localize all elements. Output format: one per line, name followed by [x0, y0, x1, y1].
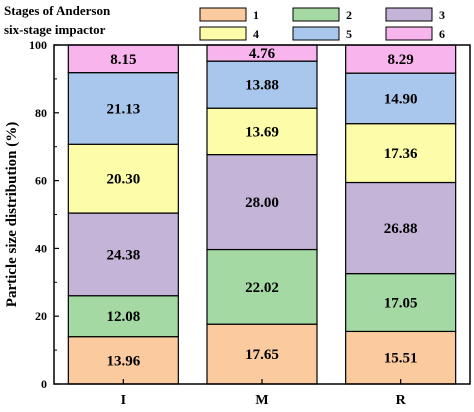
data-label-M-stage-1: 17.65 [245, 347, 279, 363]
legend-swatch-stage-6 [385, 26, 433, 41]
y-tick-label: 100 [29, 38, 47, 52]
legend-swatch-stage-2 [292, 7, 340, 22]
segment-labels: 13.96 12.08 24.38 20.30 21.13 8.15 17.65 22.02 2… [106, 46, 418, 369]
legend-swatch-stage-5 [292, 26, 340, 41]
bar-segment-I-stage-1 [67, 336, 179, 385]
data-label-R-stage-2: 17.05 [384, 296, 418, 312]
legend-label-stage-4: 4 [253, 27, 259, 41]
data-label-I-stage-5: 21.13 [106, 101, 140, 117]
bar-segment-R-stage-3 [345, 181, 457, 275]
data-label-I-stage-4: 20.30 [106, 172, 140, 188]
legend-title-line1: Stages of Anderson [4, 3, 111, 18]
data-label-R-stage-5: 14.90 [384, 91, 418, 107]
legend-label-stage-6: 6 [439, 27, 445, 41]
data-label-I-stage-3: 24.38 [106, 247, 140, 263]
bar-segment-I-stage-5 [67, 72, 179, 145]
bar-segment-R-stage-5 [345, 72, 457, 125]
bar-segment-R-stage-6 [345, 44, 457, 74]
bar-segment-M-stage-2 [206, 248, 318, 325]
legend: Stages of Anderson six-stage impactor 1 2… [4, 3, 445, 41]
data-label-R-stage-1: 15.51 [384, 351, 418, 367]
data-label-I-stage-2: 12.08 [106, 309, 140, 325]
data-label-I-stage-6: 8.15 [110, 52, 136, 68]
data-label-M-stage-2: 22.02 [245, 280, 279, 296]
x-tick-label: I [121, 393, 126, 408]
bar-segment-I-stage-2 [67, 295, 179, 338]
y-axis-label: Particle size distribution (%) [4, 122, 20, 307]
bar-segment-R-stage-1 [345, 330, 457, 385]
legend-label-stage-3: 3 [439, 8, 445, 22]
y-tick-label: 20 [35, 309, 47, 323]
data-label-M-stage-6: 4.76 [249, 46, 276, 62]
legend-swatch-stage-4 [199, 26, 247, 41]
legend-label-stage-1: 1 [253, 8, 259, 22]
legend-swatch-stage-3 [385, 7, 433, 22]
bar-segment-I-stage-6 [67, 44, 179, 74]
data-label-R-stage-3: 26.88 [384, 221, 418, 237]
y-tick-label: 40 [35, 241, 47, 255]
data-label-R-stage-6: 8.29 [388, 52, 414, 68]
legend-label-stage-2: 2 [346, 8, 352, 22]
bar-segment-M-stage-3 [206, 153, 318, 251]
y-tick-label: 60 [35, 174, 47, 188]
bar-segment-M-stage-5 [206, 60, 318, 109]
axes: 0 20 40 60 80 100 I M R Particle size distribut… [4, 38, 471, 408]
bar-segment-R-stage-2 [345, 273, 457, 333]
data-label-M-stage-3: 28.00 [245, 195, 279, 211]
bars [67, 44, 457, 385]
bar-segment-R-stage-4 [345, 123, 457, 184]
bar-segment-M-stage-4 [206, 107, 318, 156]
bar-segment-I-stage-4 [67, 143, 179, 214]
y-tick-label: 0 [41, 377, 47, 391]
legend-title-line2: six-stage impactor [4, 22, 106, 37]
data-label-R-stage-4: 17.36 [384, 146, 418, 162]
data-label-M-stage-4: 13.69 [245, 124, 279, 140]
legend-label-stage-5: 5 [346, 27, 352, 41]
legend-swatch-stage-1 [199, 7, 247, 22]
y-tick-label: 80 [35, 106, 47, 120]
x-tick-label: M [255, 393, 268, 408]
data-label-M-stage-5: 13.88 [245, 78, 279, 94]
data-label-I-stage-1: 13.96 [106, 353, 140, 369]
x-tick-label: R [396, 393, 407, 408]
